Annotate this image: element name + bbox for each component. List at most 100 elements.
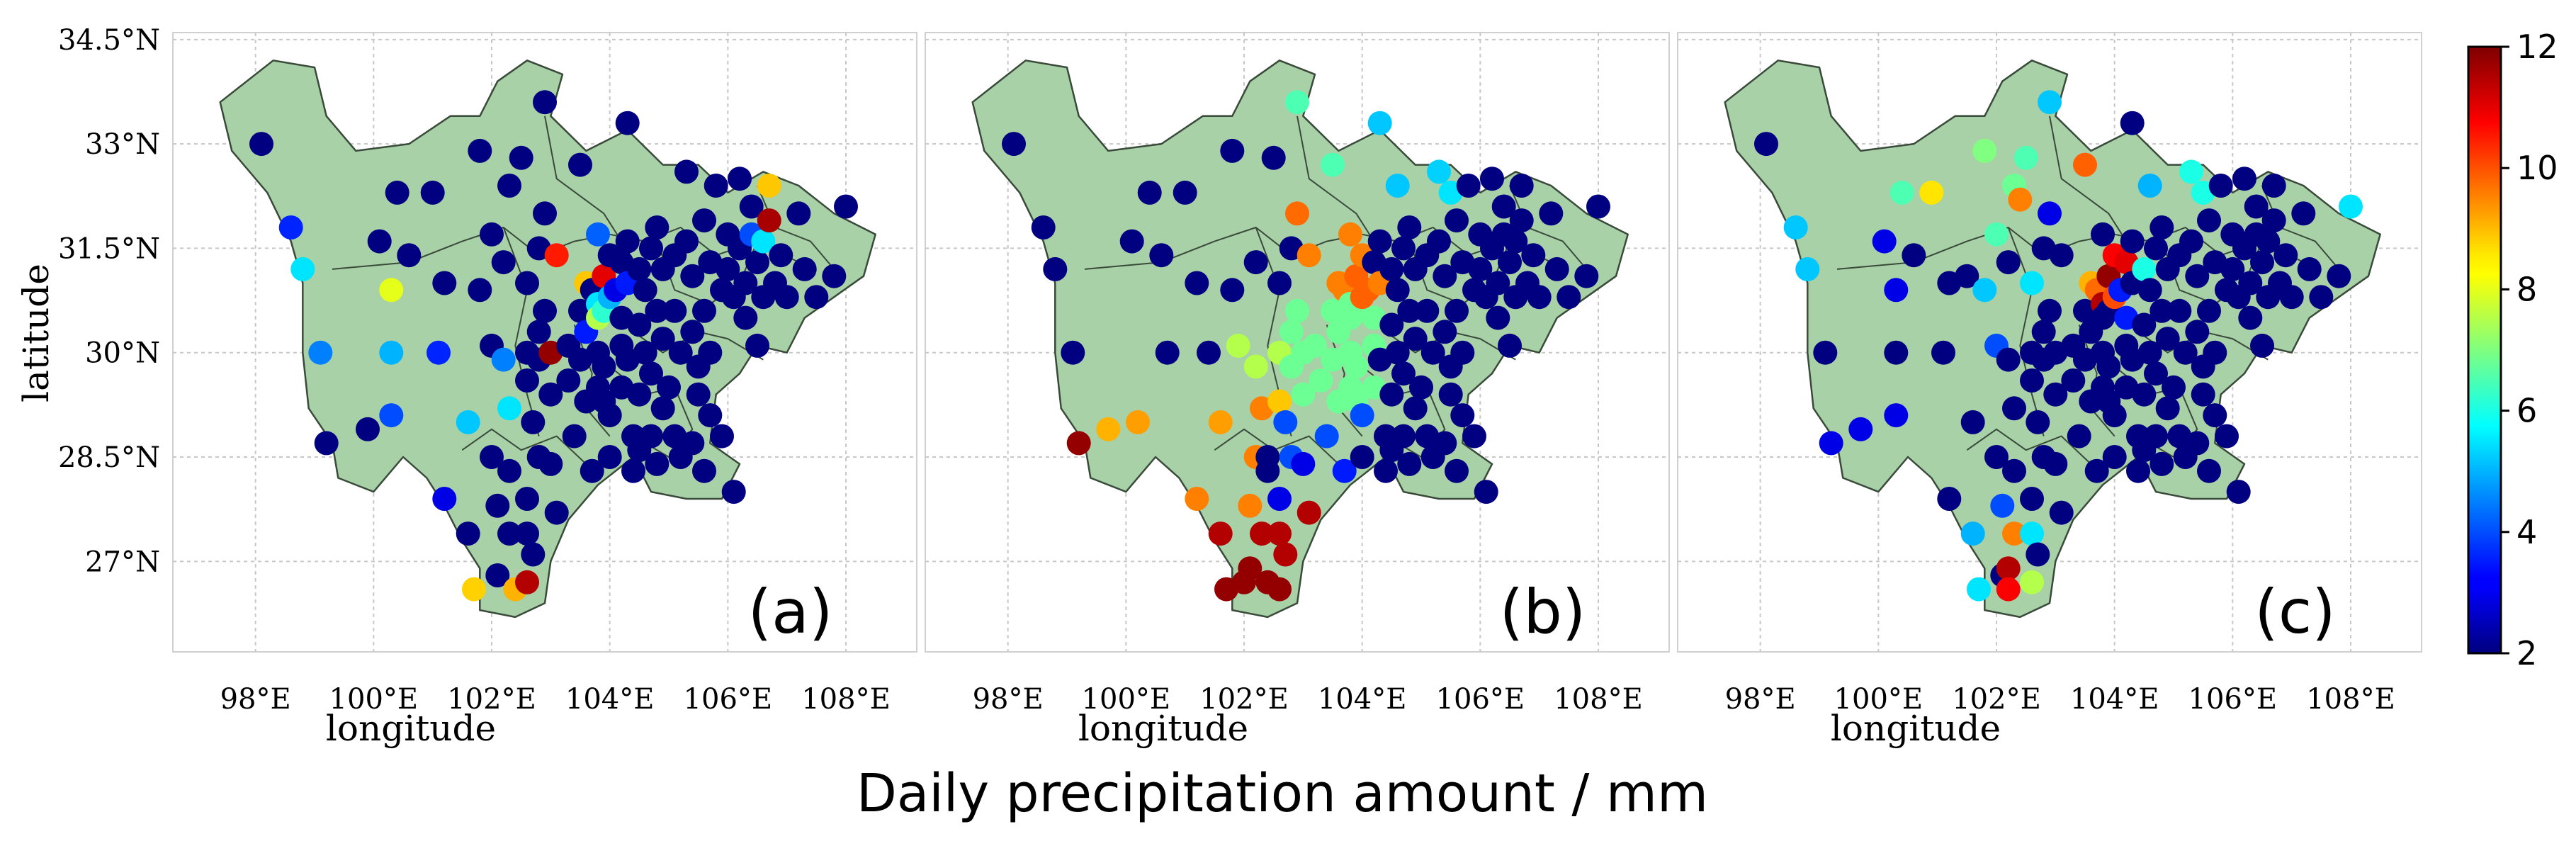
station-point xyxy=(1420,340,1445,365)
y-tick-label: 28.5°N xyxy=(58,441,160,474)
station-point xyxy=(2150,298,2174,323)
station-point xyxy=(1955,264,1979,288)
y-tick-label: 33°N xyxy=(85,128,160,161)
x-tick-label: 98°E xyxy=(220,683,291,716)
station-point xyxy=(1220,138,1245,163)
station-point xyxy=(639,424,663,449)
station-point xyxy=(592,354,616,379)
station-point xyxy=(2203,340,2227,365)
station-point xyxy=(538,382,563,407)
station-point xyxy=(1137,180,1162,205)
station-point xyxy=(2144,236,2168,261)
station-point xyxy=(2238,271,2263,295)
station-point xyxy=(379,403,404,428)
station-point xyxy=(1285,90,1309,115)
station-point xyxy=(1208,521,1233,546)
station-point xyxy=(1996,577,2021,602)
station-point xyxy=(497,174,521,198)
station-point xyxy=(1509,208,1534,233)
station-point xyxy=(308,340,333,365)
station-point xyxy=(1872,229,1897,254)
station-point xyxy=(680,431,705,456)
station-point xyxy=(1409,375,1433,400)
station-point xyxy=(533,90,557,115)
station-point xyxy=(2137,278,2162,303)
station-point xyxy=(728,167,752,191)
station-point xyxy=(2020,487,2044,511)
station-point xyxy=(1285,298,1309,323)
station-point xyxy=(2185,264,2210,288)
x-tick-label: 108°E xyxy=(1554,683,1643,716)
station-point xyxy=(1238,556,1262,581)
prefecture-border xyxy=(757,185,835,270)
station-point xyxy=(1445,458,1469,483)
station-point xyxy=(1279,320,1304,344)
station-point xyxy=(1303,333,1327,358)
station-point xyxy=(639,236,663,261)
station-point xyxy=(1367,111,1392,135)
station-point xyxy=(1586,194,1610,219)
station-point xyxy=(1285,201,1309,226)
panel-label: (a) xyxy=(748,577,833,648)
station-point xyxy=(515,521,539,546)
station-point xyxy=(1243,354,1268,379)
station-point xyxy=(2167,298,2192,323)
station-point xyxy=(692,458,716,483)
station-point xyxy=(2126,458,2150,483)
station-point xyxy=(491,347,516,372)
station-point xyxy=(1498,333,1522,358)
station-point xyxy=(515,487,539,511)
station-point xyxy=(1433,264,1457,288)
station-point xyxy=(533,298,557,323)
x-tick-label: 102°E xyxy=(1952,683,2041,716)
station-point xyxy=(2038,90,2062,115)
station-point xyxy=(1984,222,2009,247)
station-point xyxy=(426,340,451,365)
station-point xyxy=(544,243,569,268)
station-point xyxy=(1503,229,1528,254)
station-point xyxy=(662,298,687,323)
station-point xyxy=(2191,382,2215,407)
map-panels: 98°E 100°E 102°E 104°E 106°E 108°E 27°N 28.5°N 3… xyxy=(58,24,2422,749)
station-point xyxy=(680,264,705,288)
station-point xyxy=(456,521,480,546)
station-point xyxy=(2226,480,2251,504)
station-point xyxy=(2008,187,2033,212)
x-tick-label: 104°E xyxy=(565,683,655,716)
station-point xyxy=(1480,167,1504,191)
station-point xyxy=(1374,458,1398,483)
station-point xyxy=(1185,271,1209,295)
station-point xyxy=(2215,424,2239,449)
station-point xyxy=(710,424,734,449)
station-point xyxy=(692,298,716,323)
station-point xyxy=(597,445,622,469)
x-tick-label: 102°E xyxy=(447,683,536,716)
station-point xyxy=(739,194,764,219)
station-point xyxy=(2102,403,2127,428)
station-point xyxy=(1332,458,1357,483)
station-point xyxy=(1972,138,1997,163)
station-point xyxy=(2096,354,2121,379)
station-point xyxy=(556,368,581,393)
station-point xyxy=(1149,243,1174,268)
station-point xyxy=(1379,382,1404,407)
station-point xyxy=(2273,243,2298,268)
station-point xyxy=(1427,229,1451,254)
station-point xyxy=(627,382,652,407)
station-point xyxy=(521,410,546,434)
station-point xyxy=(1385,340,1410,365)
station-point xyxy=(480,222,504,247)
station-point xyxy=(1119,229,1144,254)
station-point xyxy=(2132,312,2157,337)
station-point xyxy=(379,340,404,365)
prefecture-border xyxy=(2007,227,2045,436)
station-point xyxy=(751,229,776,254)
station-point xyxy=(1433,320,1457,344)
x-tick-label: 102°E xyxy=(1199,683,1289,716)
station-point xyxy=(586,222,610,247)
station-point xyxy=(1197,340,1221,365)
station-point xyxy=(1456,174,1481,198)
station-point xyxy=(1273,542,1298,567)
station-point xyxy=(2073,152,2097,177)
figure-caption: Daily precipitation amount / mm xyxy=(857,763,1708,824)
